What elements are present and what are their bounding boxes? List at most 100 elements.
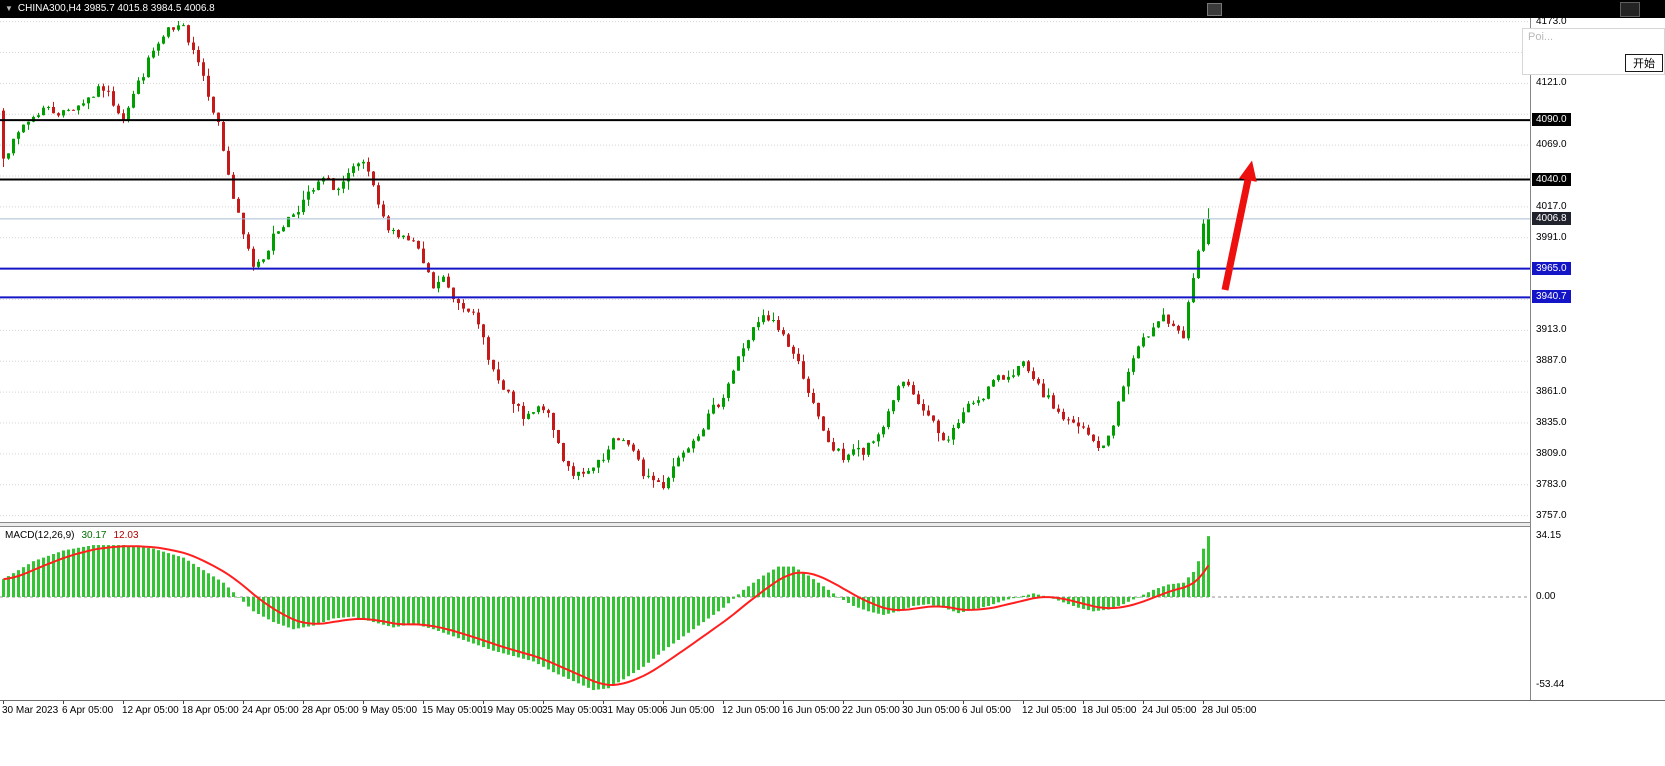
price-chart-area[interactable] xyxy=(0,18,1530,522)
macd-bar xyxy=(777,566,780,597)
macd-bar xyxy=(517,597,520,658)
candle xyxy=(612,437,615,450)
macd-bar xyxy=(537,597,540,665)
macd-bar xyxy=(462,597,465,640)
window-button-icon[interactable] xyxy=(1620,2,1640,17)
candle xyxy=(1147,336,1150,338)
macd-bar xyxy=(1007,597,1010,600)
candle xyxy=(897,384,900,403)
candle xyxy=(1117,400,1120,427)
candle xyxy=(1187,300,1190,341)
candle xyxy=(217,112,220,126)
collapse-arrow-icon[interactable]: ▼ xyxy=(5,4,13,13)
macd-bar xyxy=(1152,589,1155,597)
macd-bar xyxy=(587,597,590,688)
candle xyxy=(432,271,435,289)
candle xyxy=(317,179,320,191)
candle xyxy=(977,396,980,406)
candle xyxy=(182,23,185,27)
panel-divider[interactable] xyxy=(0,522,1665,527)
macd-bar xyxy=(67,549,70,597)
candle xyxy=(382,200,385,218)
macd-name: MACD(12,26,9) xyxy=(5,530,75,541)
candle xyxy=(177,20,180,32)
time-tick xyxy=(63,701,64,704)
candle xyxy=(672,458,675,482)
macd-bar xyxy=(552,597,555,673)
macd-bar xyxy=(522,597,525,659)
time-axis[interactable]: 30 Mar 2023 6 Apr 05:00 12 Apr 05:00 18 Apr… xyxy=(0,700,1665,766)
candle xyxy=(952,424,955,445)
start-button[interactable]: 开始 xyxy=(1625,54,1663,72)
macd-bar xyxy=(452,597,455,637)
candle xyxy=(507,389,510,394)
candle xyxy=(292,213,295,218)
macd-bar xyxy=(817,582,820,597)
macd-bar xyxy=(1122,597,1125,605)
candle xyxy=(107,85,110,97)
level-lines-layer[interactable] xyxy=(0,119,1530,299)
macd-bar xyxy=(202,570,205,597)
candle xyxy=(742,343,745,363)
macd-bar xyxy=(897,597,900,612)
macd-bar xyxy=(377,597,380,624)
macd-bar xyxy=(22,567,25,597)
candle xyxy=(187,24,190,46)
macd-bar xyxy=(247,597,250,607)
macd-bar xyxy=(492,597,495,651)
candle xyxy=(972,400,975,405)
candle xyxy=(272,225,275,255)
macd-bar xyxy=(1037,594,1040,597)
price-badge-3940.7: 3940.7 xyxy=(1532,290,1571,304)
macd-bar xyxy=(952,597,955,612)
candle xyxy=(1182,326,1185,339)
macd-bar xyxy=(192,563,195,597)
candle xyxy=(147,55,150,78)
macd-bar xyxy=(277,597,280,624)
candle xyxy=(887,408,890,430)
macd-chart-svg xyxy=(0,536,1530,691)
price-axis[interactable]: 34.15 0.00 -53.44 3757.0 3783.0 3809.0 3835… xyxy=(1530,16,1665,700)
candle xyxy=(102,83,105,98)
candle xyxy=(1127,368,1130,395)
macd-bar xyxy=(762,575,765,597)
candle xyxy=(602,453,605,463)
candle xyxy=(7,153,10,160)
trend-arrow[interactable] xyxy=(1221,160,1257,291)
candle xyxy=(442,275,445,283)
macd-bar xyxy=(582,597,585,686)
candle xyxy=(222,119,225,152)
candle xyxy=(1047,388,1050,400)
macd-bar xyxy=(902,597,905,610)
macd-panel[interactable] xyxy=(0,527,1530,700)
macd-bar xyxy=(812,579,815,597)
macd-bar xyxy=(187,560,190,597)
macd-scale-zero: 0.00 xyxy=(1536,591,1556,602)
candle xyxy=(37,112,40,119)
candle xyxy=(572,462,575,479)
time-tick xyxy=(303,701,304,704)
candle xyxy=(987,386,990,400)
macd-bar xyxy=(147,548,150,597)
macd-indicator-label: MACD(12,26,9) 30.17 12.03 xyxy=(5,530,139,541)
macd-bar xyxy=(1127,597,1130,602)
candle xyxy=(1167,314,1170,327)
candle xyxy=(412,237,415,242)
macd-bar xyxy=(1097,597,1100,611)
macd-bar xyxy=(237,597,240,598)
candle xyxy=(142,73,145,84)
candle xyxy=(517,403,520,412)
candle xyxy=(342,175,345,194)
minimized-window-icon[interactable] xyxy=(1207,3,1222,16)
candle xyxy=(1027,359,1030,374)
macd-bar xyxy=(662,597,665,651)
candle xyxy=(567,460,570,471)
macd-bar xyxy=(252,597,255,612)
candle xyxy=(47,105,50,111)
candle xyxy=(797,348,800,365)
macd-bar xyxy=(562,597,565,677)
candle xyxy=(307,185,310,206)
candle xyxy=(327,175,330,179)
price-tick-label: 3887.0 xyxy=(1536,355,1567,367)
time-tick xyxy=(243,701,244,704)
